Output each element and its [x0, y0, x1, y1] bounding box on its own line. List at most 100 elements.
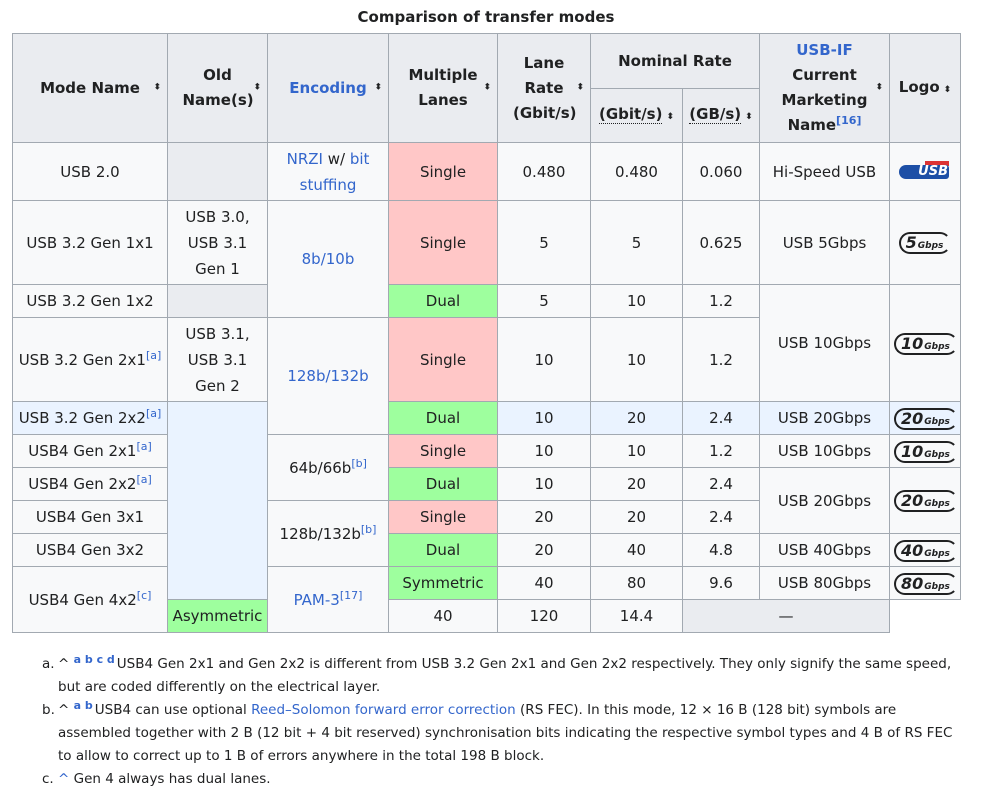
lanes-cell: Single — [388, 500, 498, 534]
table-row: USB 3.2 Gen 2x2[a] Dual 10 20 2.4 USB 20… — [12, 401, 961, 600]
encoding-cell: 128b/132b — [267, 317, 389, 435]
rs-fec-link[interactable]: Reed–Solomon forward error correction — [251, 702, 516, 718]
gbyte-cell: 9.6 — [682, 566, 760, 600]
lanes-cell: Single — [388, 142, 498, 201]
logo-cell: 40 Gbps — [889, 533, 961, 567]
header-lane-rate[interactable]: Lane Rate (Gbit/s) ⬍ — [497, 33, 591, 143]
mode-cell: USB4 Gen 3x1 — [12, 500, 168, 534]
ref-c[interactable]: [c] — [136, 588, 152, 602]
header-gbit[interactable]: (Gbit/s) ⬍ — [590, 88, 683, 143]
sort-icon[interactable]: ⬍ — [153, 82, 161, 93]
lane-rate-cell: 20 — [497, 533, 591, 567]
ref-16[interactable]: [16] — [836, 114, 862, 127]
marketing-cell: USB 10Gbps — [759, 284, 890, 402]
table-row: USB4 Gen 4x2[c] PAM-3[17] Symmetric 40 8… — [12, 566, 961, 633]
sort-icon[interactable]: ⬍ — [576, 82, 584, 93]
pam3-link[interactable]: PAM-3 — [293, 590, 340, 609]
nrzi-link[interactable]: NRZI — [286, 149, 323, 168]
lane-rate-cell: 10 — [497, 401, 591, 435]
sort-icon[interactable]: ⬍ — [253, 82, 261, 93]
header-old-names[interactable]: Old Name(s) ⬍ — [167, 33, 268, 143]
footnote-a: a. ^ a b c d USB4 Gen 2x1 and Gen 2x2 is … — [42, 652, 952, 696]
sort-icon[interactable]: ⬍ — [483, 82, 491, 93]
footnote-letters[interactable]: a b — [73, 698, 93, 712]
ref-a[interactable]: [a] — [136, 473, 152, 486]
header-encoding[interactable]: Encoding ⬍ — [267, 33, 389, 143]
gbit-cell: 20 — [590, 467, 683, 501]
lanes-cell: Dual — [388, 284, 498, 318]
logo-cell: 5 Gbps — [889, 200, 961, 285]
sort-icon[interactable]: ⬍ — [745, 112, 753, 122]
usb-10gbps-logo: 10 Gbps — [894, 440, 958, 463]
old-name-cell — [167, 142, 268, 201]
logo-cell: 10 Gbps — [889, 284, 961, 402]
ref-b[interactable]: [b] — [351, 456, 367, 470]
gbyte-cell: 14.4 — [590, 599, 683, 633]
encoding-cell: NRZI w/ bit stuffing — [267, 142, 389, 201]
gbit-cell: 120 — [497, 599, 591, 633]
backlink[interactable]: ^ — [58, 771, 70, 787]
gbyte-cell: 1.2 — [682, 317, 760, 402]
8b10b-link[interactable]: 8b/10b — [301, 250, 355, 268]
gbyte-cell: 0.060 — [682, 142, 760, 201]
header-mode-name[interactable]: Mode Name ⬍ — [12, 33, 168, 143]
128b132b-link[interactable]: 128b/132b — [287, 367, 369, 385]
lane-rate-cell: 5 — [497, 284, 591, 318]
sort-icon[interactable]: ⬍ — [875, 82, 883, 93]
lane-rate-cell: 10 — [497, 434, 591, 468]
encoding-link[interactable]: Encoding — [289, 79, 367, 97]
footnote-b: b. ^ a b USB4 can use optional Reed–Solom… — [42, 698, 953, 765]
mode-cell: USB4 Gen 3x2 — [12, 533, 168, 567]
marketing-cell: USB 40Gbps — [759, 533, 890, 567]
logo-cell: 20 Gbps — [889, 467, 961, 534]
bit-stuffing-link[interactable]: bit stuffing — [299, 149, 370, 194]
ref-a[interactable]: [a] — [145, 407, 162, 420]
lanes-cell: Dual — [388, 401, 498, 435]
old-name-cell: USB 3.1, USB 3.1 Gen 2 — [167, 317, 268, 402]
marketing-cell: USB 10Gbps — [759, 434, 890, 468]
backlink[interactable]: ^ — [58, 702, 70, 718]
lanes-cell: Single — [388, 317, 498, 402]
gbit-cell: 40 — [590, 533, 683, 567]
mode-cell: USB 2.0 — [12, 142, 168, 201]
lane-rate-cell: 20 — [497, 500, 591, 534]
logo-cell: 10 Gbps — [889, 434, 961, 468]
encoding-cell: 128b/132b[b] — [267, 500, 389, 567]
sort-icon[interactable]: ⬍ — [943, 84, 952, 95]
logo-cell: 20 Gbps — [889, 401, 961, 435]
hi-speed-usb-logo: USB — [899, 161, 951, 183]
gbit-cell: 5 — [590, 200, 683, 285]
mode-cell: USB 3.2 Gen 2x1[a] — [12, 317, 168, 402]
gbyte-cell: 2.4 — [682, 467, 760, 501]
marketing-cell: USB 80Gbps — [759, 566, 890, 600]
header-multiple-lanes[interactable]: Multiple Lanes ⬍ — [388, 33, 498, 143]
marketing-cell: Hi-Speed USB — [759, 142, 890, 201]
ref-17[interactable]: [17] — [339, 588, 363, 602]
mode-cell: USB4 Gen 4x2[c] — [12, 566, 168, 633]
sort-icon[interactable]: ⬍ — [666, 112, 675, 122]
table-row: USB4 Gen 2x1[a] 64b/66b[b] Single 10 10 … — [12, 434, 961, 501]
gbyte-cell: 1.2 — [682, 284, 760, 318]
lane-rate-cell: 40 — [497, 566, 591, 600]
usb-40gbps-logo: 40 Gbps — [894, 539, 958, 562]
usb-if-link[interactable]: USB-IF — [796, 41, 853, 59]
header-marketing-name[interactable]: USB-IF Current Marketing Name[16] ⬍ — [759, 33, 890, 143]
header-nominal-rate: Nominal Rate — [590, 33, 760, 89]
table-row: Asymmetric 40 120 14.4 — — [13, 599, 961, 633]
lanes-cell: Asymmetric — [167, 599, 268, 633]
table-row: USB 3.2 Gen 1x1 USB 3.0, USB 3.1 Gen 1 8… — [12, 200, 961, 318]
marketing-cell: USB 20Gbps — [759, 401, 890, 435]
gbit-cell: 10 — [590, 284, 683, 318]
header-gbyte[interactable]: (GB/s) ⬍ — [682, 88, 760, 143]
table-row: USB 3.2 Gen 1x2 Dual 5 10 1.2 USB 10Gbps… — [12, 284, 961, 402]
old-name-cell — [167, 401, 268, 600]
ref-a[interactable]: [a] — [145, 348, 162, 362]
header-logo[interactable]: Logo ⬍ — [889, 33, 961, 143]
ref-b[interactable]: [b] — [360, 522, 377, 536]
table-row: USB4 Gen 3x2 Dual 20 40 4.8 USB 40Gbps 4… — [12, 533, 961, 567]
marketing-cell: USB 5Gbps — [759, 200, 890, 285]
footnote-letters[interactable]: a b c d — [73, 652, 115, 666]
sort-icon[interactable]: ⬍ — [374, 82, 382, 93]
ref-a[interactable]: [a] — [136, 440, 152, 453]
backlink[interactable]: ^ — [58, 656, 70, 672]
